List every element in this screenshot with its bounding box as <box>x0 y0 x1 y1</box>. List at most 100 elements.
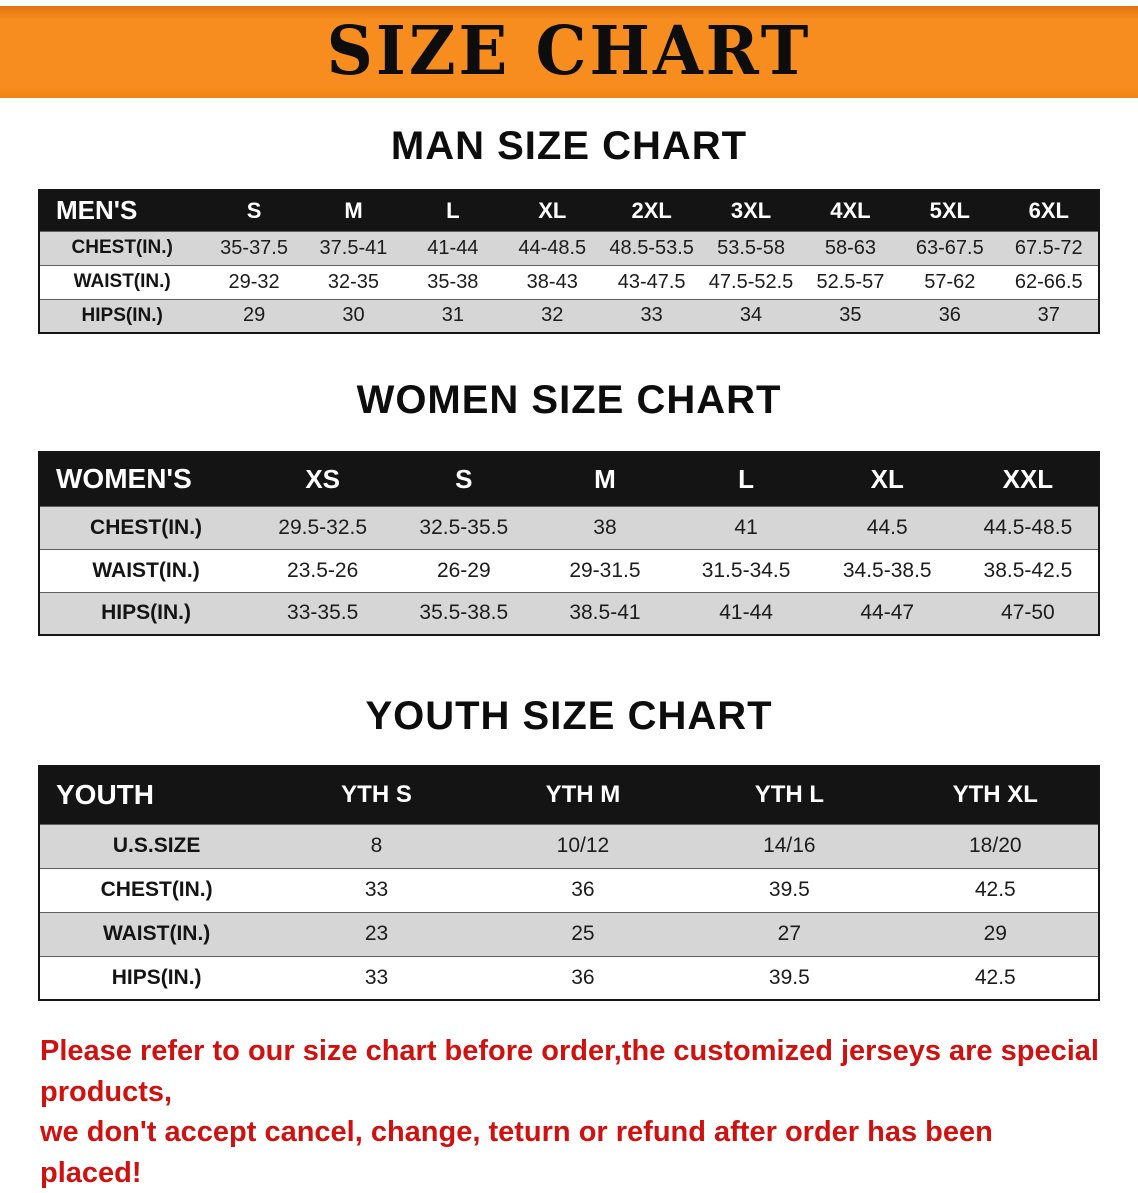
data-cell: 38 <box>593 515 617 539</box>
table-header-row: YOUTH YTH S YTH M YTH L YTH XL <box>39 766 1099 824</box>
size-header-cell: YTH M <box>479 766 687 824</box>
data-cell: 42.5 <box>974 878 1016 901</box>
table-row: U.S.SIZE 8 10/12 14/16 18/20 <box>39 824 1099 868</box>
size-header-cell: XS <box>252 452 394 506</box>
data-cell: 41 <box>734 515 758 539</box>
size-header-cell: YTH S <box>273 766 480 824</box>
data-cell: 26-29 <box>436 558 491 582</box>
size-header-cell: 5XL <box>900 190 1000 231</box>
data-cell: 41-44 <box>719 601 773 625</box>
youth-size-table: YOUTH YTH S YTH M YTH L YTH XL U.S.SIZE 8 10/12… <box>38 765 1100 1001</box>
women-section-heading: WOMEN SIZE CHART <box>356 378 782 422</box>
order-policy-note-line2: we don't accept cancel, change, teturn o… <box>40 1116 993 1189</box>
row-label: U.S.SIZE <box>112 834 201 857</box>
data-cell: 42.5 <box>974 965 1016 989</box>
size-table: WOMEN'S XS S M L XL XXL CHEST(IN.) 29.5-32.5 32.5… <box>38 451 1100 636</box>
data-cell: 30 <box>342 304 365 327</box>
size-header-cell: YTH XL <box>892 766 1099 824</box>
data-cell: 8 <box>370 834 383 857</box>
data-cell: 31.5-34.5 <box>701 558 791 582</box>
youth-section-heading: YOUTH SIZE CHART <box>365 694 773 738</box>
data-cell: 36 <box>571 878 595 901</box>
size-table: MEN'S S M L XL 2XL 3XL 4XL 5XL 6XL CHEST(IN.) 35-37… <box>38 189 1100 334</box>
row-label: HIPS(IN.) <box>81 304 163 326</box>
data-cell: 44-48.5 <box>518 236 587 259</box>
order-policy-note-line1: Please refer to our size chart before or… <box>40 1035 1099 1108</box>
data-cell: 44-47 <box>860 601 915 625</box>
table-row: HIPS(IN.) 33-35.5 35.5-38.5 38.5-41 41-44 44-… <box>39 592 1099 635</box>
data-cell: 29-31.5 <box>569 558 641 582</box>
data-cell: 34 <box>739 304 763 327</box>
data-cell: 44.5 <box>866 515 908 539</box>
womens-size-table: WOMEN'S XS S M L XL XXL CHEST(IN.) 29.5-32.5 32.5… <box>38 451 1100 636</box>
row-label: CHEST(IN.) <box>100 878 213 901</box>
table-row: HIPS(IN.) 33 36 39.5 42.5 <box>39 956 1099 1000</box>
data-cell: 52.5-57 <box>816 270 885 293</box>
data-cell: 33 <box>364 878 389 901</box>
data-cell: 36 <box>571 965 595 989</box>
size-header-cell: 4XL <box>800 190 901 231</box>
data-cell: 10/12 <box>556 834 610 857</box>
data-cell: 53.5-58 <box>717 236 785 259</box>
data-cell: 39.5 <box>768 878 810 901</box>
data-cell: 32.5-35.5 <box>419 515 509 539</box>
table-row: CHEST(IN.) 29.5-32.5 32.5-35.5 38 41 44.5 44.5… <box>39 506 1099 549</box>
data-cell: 37 <box>1037 304 1060 327</box>
size-header-cell: XL <box>502 190 602 231</box>
data-cell: 36 <box>938 304 961 327</box>
data-cell: 35 <box>839 304 862 327</box>
data-cell: 18/20 <box>969 834 1022 857</box>
data-cell: 31 <box>441 304 464 327</box>
data-cell: 38.5-41 <box>569 601 641 625</box>
size-header-cell: S <box>204 190 304 231</box>
table-row: CHEST(IN.) 35-37.5 37.5-41 41-44 44-48.5 48.5… <box>39 231 1099 265</box>
size-header-cell: XL <box>816 452 958 506</box>
page-title: SIZE CHART <box>326 12 812 91</box>
data-cell: 38-43 <box>526 270 578 293</box>
data-cell: 32 <box>541 304 564 327</box>
data-cell: 29 <box>983 922 1007 945</box>
row-label: WAIST(IN.) <box>92 558 200 582</box>
data-cell: 43-47.5 <box>617 270 686 293</box>
size-header-cell: L <box>675 452 817 506</box>
data-cell: 37.5-41 <box>319 236 388 259</box>
size-header-cell: XXL <box>957 452 1099 506</box>
size-header-cell: M <box>534 452 676 506</box>
size-header-cell: YTH L <box>686 766 893 824</box>
data-cell: 33-35.5 <box>287 601 359 625</box>
mens-size-table: MEN'S S M L XL 2XL 3XL 4XL 5XL 6XL CHEST(IN.) 35-37… <box>38 189 1100 334</box>
row-label: CHEST(IN.) <box>71 237 173 258</box>
data-cell: 47-50 <box>1001 601 1055 625</box>
data-cell: 34.5-38.5 <box>842 558 932 582</box>
men-section-heading: MAN SIZE CHART <box>390 124 748 168</box>
size-header-cell: S <box>393 452 535 506</box>
data-cell: 33 <box>640 304 663 327</box>
data-cell: 23.5-26 <box>287 558 359 582</box>
data-cell: 29 <box>242 304 266 327</box>
table-row: HIPS(IN.) 29 30 31 32 33 34 35 36 37 <box>39 299 1099 333</box>
size-header-cell: 6XL <box>999 190 1099 231</box>
data-cell: 23 <box>364 922 389 945</box>
data-cell: 14/16 <box>763 834 816 857</box>
data-cell: 35.5-38.5 <box>419 601 509 625</box>
data-cell: 57-62 <box>924 270 976 293</box>
table-row: WAIST(IN.) 29-32 32-35 35-38 38-43 43-47.5 47.… <box>39 265 1099 299</box>
size-table: YOUTH YTH S YTH M YTH L YTH XL U.S.SIZE 8 10/12… <box>38 765 1100 1001</box>
data-cell: 29-32 <box>228 270 280 293</box>
data-cell: 62-66.5 <box>1014 270 1083 293</box>
table-corner-label: YOUTH <box>39 766 274 824</box>
size-header-cell: M <box>303 190 404 231</box>
data-cell: 33 <box>364 965 389 989</box>
table-corner-label: MEN'S <box>39 190 205 231</box>
row-label: CHEST(IN.) <box>90 515 203 539</box>
data-cell: 27 <box>777 922 802 945</box>
table-row: WAIST(IN.) 23 25 27 29 <box>39 912 1099 956</box>
data-cell: 47.5-52.5 <box>708 270 794 293</box>
data-cell: 35-37.5 <box>220 236 288 259</box>
data-cell: 38.5-42.5 <box>983 558 1073 582</box>
size-header-cell: 2XL <box>601 190 702 231</box>
row-label: HIPS(IN.) <box>111 965 202 989</box>
table-header-row: WOMEN'S XS S M L XL XXL <box>39 452 1099 506</box>
data-cell: 58-63 <box>824 236 876 259</box>
order-policy-note: Please refer to our size chart before or… <box>40 1031 1100 1193</box>
